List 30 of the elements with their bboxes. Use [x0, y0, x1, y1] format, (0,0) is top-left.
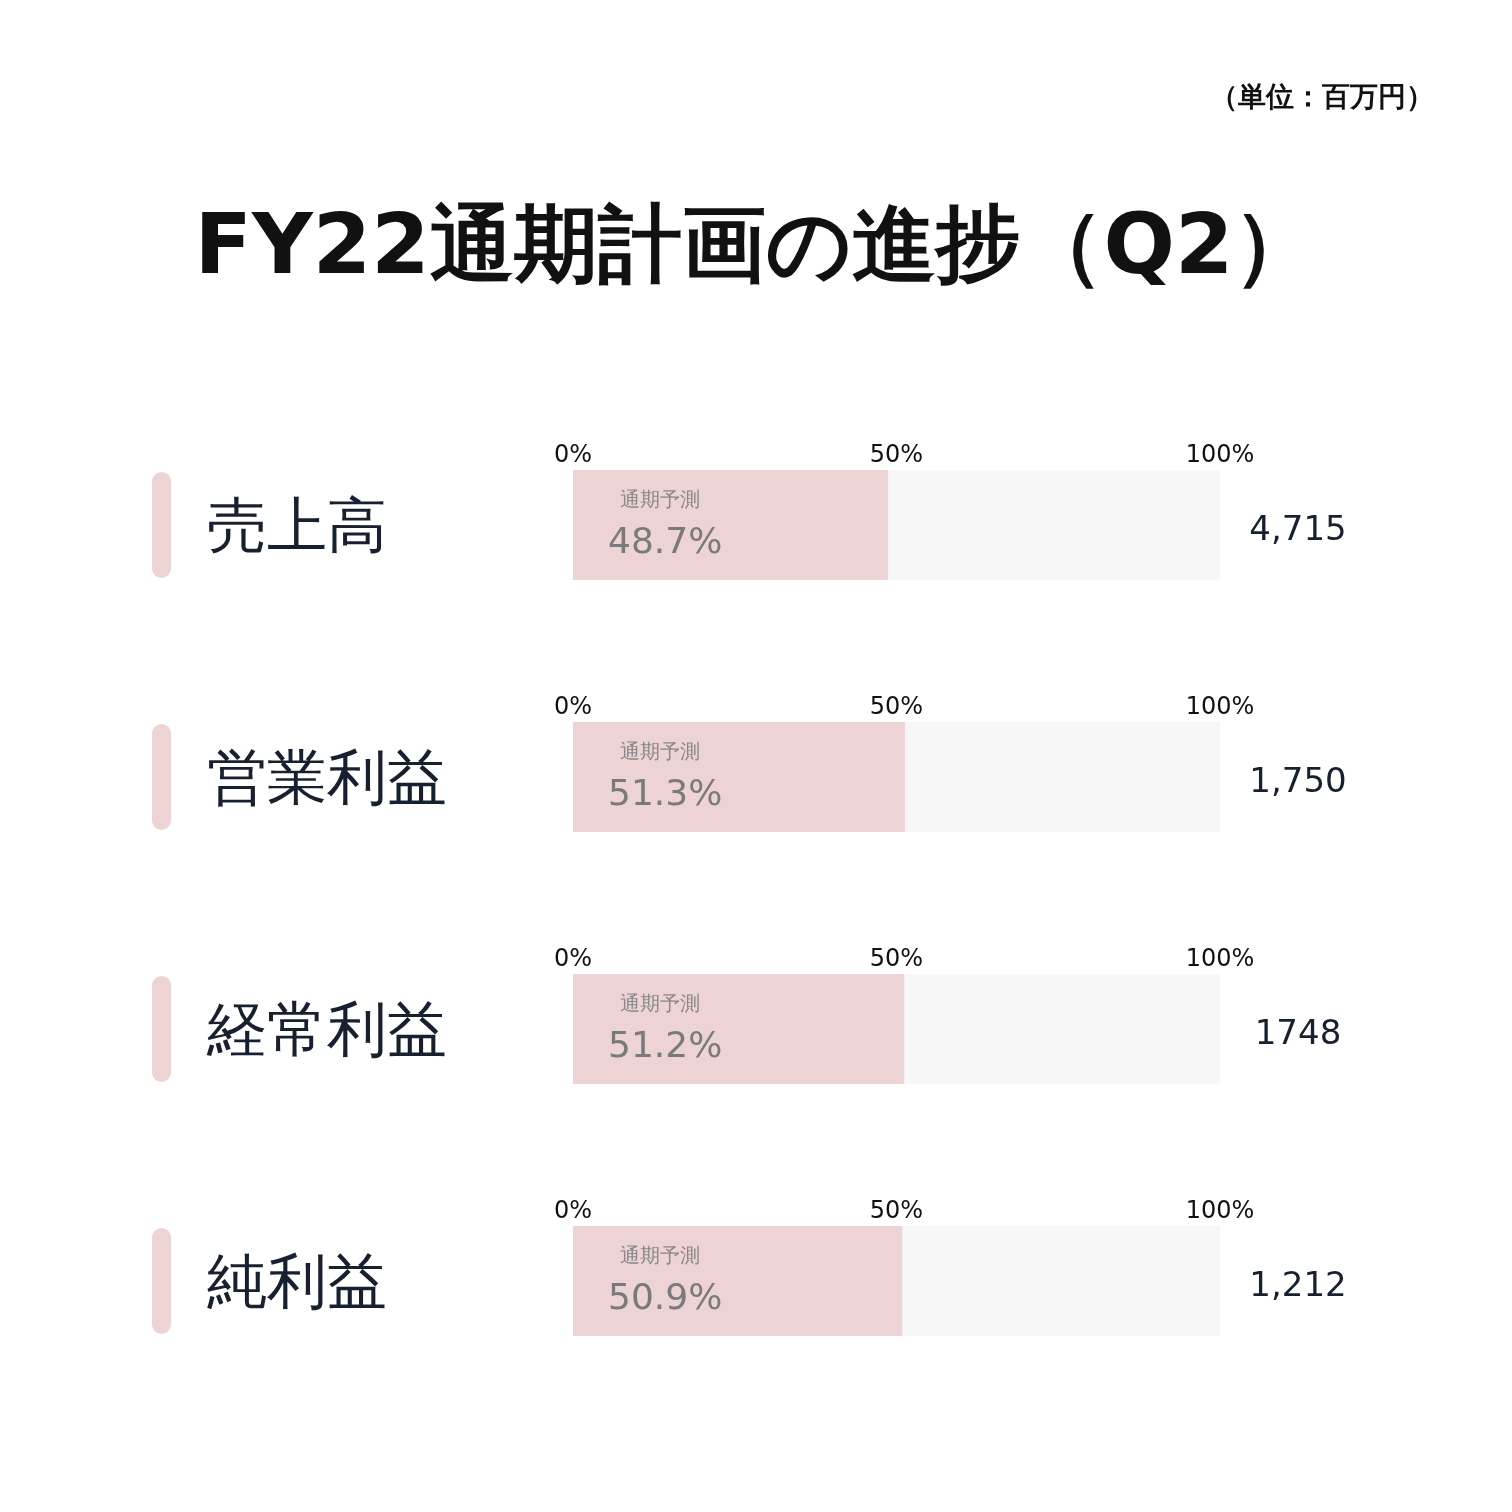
text: 1,212 — [1248, 1264, 1348, 1304]
annotation: 通期予測 — [620, 1243, 700, 1267]
data-label: 51.3% — [608, 772, 723, 813]
y-tick-label: 経常利益 — [206, 994, 447, 1064]
x-tick-label: 0% — [553, 944, 593, 972]
text: 1,750 — [1248, 760, 1348, 800]
data-label: 50.9% — [608, 1276, 723, 1317]
y-tick-label: 純利益 — [207, 1246, 387, 1316]
x-tick-label: 50% — [869, 1196, 924, 1224]
y-tick-label: 営業利益 — [207, 742, 447, 812]
x-tick-label: 50% — [869, 440, 924, 468]
x-tick-label: 100% — [1185, 1196, 1255, 1224]
annotation: 通期予測 — [620, 991, 700, 1015]
data-label: 48.7% — [608, 520, 723, 561]
x-tick-label: 100% — [1185, 440, 1255, 468]
x-tick-label: 0% — [553, 1196, 593, 1224]
x-tick-label: 0% — [553, 440, 593, 468]
annotation: 通期予測 — [620, 739, 700, 763]
x-tick-label: 100% — [1185, 692, 1255, 720]
y-tick-label: 売上高 — [207, 490, 387, 560]
text: 4,715 — [1248, 508, 1348, 548]
x-tick-label: 0% — [553, 692, 593, 720]
annotation: 通期予測 — [620, 487, 700, 511]
chart-title: FY22通期計画の進捗（Q2） — [193, 194, 1319, 295]
data-label: 51.2% — [608, 1024, 723, 1065]
x-tick-label: 100% — [1185, 944, 1255, 972]
x-tick-label: 50% — [869, 692, 924, 720]
x-tick-label: 50% — [869, 944, 924, 972]
text: （単位：百万円） — [1210, 79, 1434, 115]
text: 1748 — [1253, 1012, 1343, 1052]
